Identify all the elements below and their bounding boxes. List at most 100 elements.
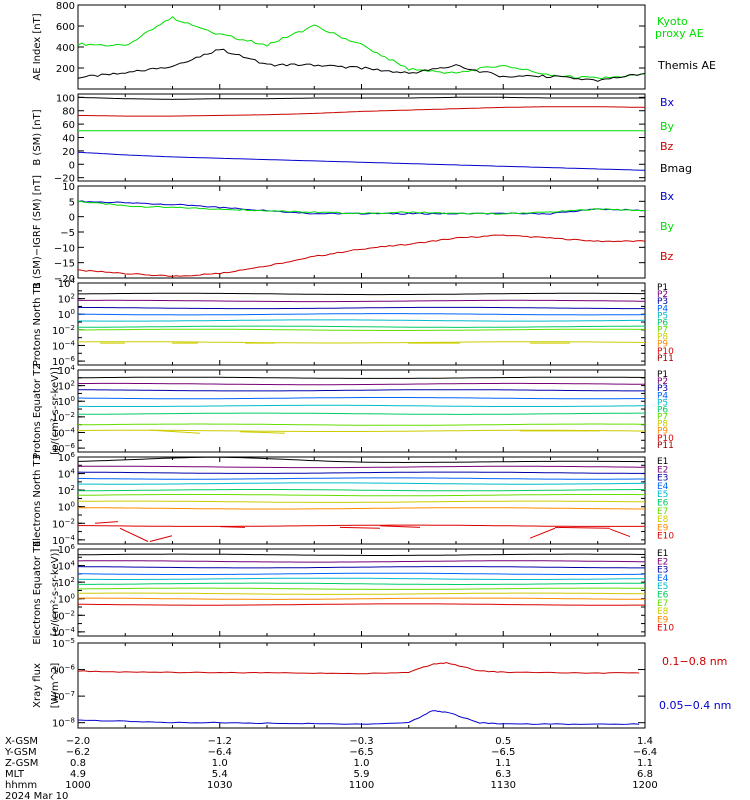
series-line-xray-1 (77, 710, 640, 726)
footer-value: −2.0 (66, 736, 90, 747)
y-tick-label: 102 (58, 380, 75, 393)
footer-value: 5.4 (212, 769, 228, 780)
series-line-by (77, 200, 646, 215)
y-tick-label: 10 (62, 182, 75, 193)
footer-value: 1.1 (495, 758, 511, 769)
series-line-e3 (77, 566, 645, 569)
legend-p4: P4 (657, 304, 668, 314)
y-axis-label-8: Xray flux (32, 663, 43, 708)
y-tick-label: 10−4 (52, 339, 76, 352)
footer-label-y-gsm: Y-GSM (4, 747, 37, 758)
legend-e4: E4 (657, 482, 669, 492)
panel-frame-8 (77, 642, 646, 729)
series-line-themis-ae (77, 48, 646, 82)
y-tick-label: 10−6 (52, 442, 76, 455)
series-line-bz (77, 234, 646, 277)
footer-value: 0.8 (70, 758, 86, 769)
series-line-xray-0 (77, 662, 640, 675)
series-segment-e10 (119, 527, 149, 542)
series-line-e4 (78, 572, 645, 575)
legend-p9: P9 (657, 340, 668, 350)
y-tick-label: 100 (58, 308, 75, 321)
footer-value: 0.5 (495, 736, 511, 747)
y-tick-label: 10−7 (52, 690, 75, 703)
footer-value: −0.3 (349, 736, 373, 747)
series-line-p1 (78, 292, 645, 296)
series-segment-e10 (94, 521, 119, 524)
series-segment-e10 (339, 526, 381, 529)
y-tick-label: 10−4 (52, 626, 76, 639)
footer-value: 1.1 (637, 758, 653, 769)
footer-value: 1030 (207, 780, 232, 791)
legend-bx: Bx (660, 96, 675, 109)
y-tick-label: 102 (58, 484, 75, 497)
series-segment-p8 (149, 429, 201, 434)
legend-e3: E3 (657, 474, 668, 484)
y-tick-label: 104 (58, 468, 76, 481)
series-line-p7 (78, 423, 645, 426)
legend-bz: Bz (660, 140, 674, 153)
series-line-e10 (77, 524, 646, 527)
y-tick-label: 10−2 (52, 517, 75, 530)
footer-label-z-gsm: Z-GSM (5, 758, 38, 769)
footer-value: 4.9 (70, 769, 86, 780)
footer-value: 1100 (349, 780, 374, 791)
footer-value: −6.2 (66, 747, 90, 758)
footer-date: 2024 Mar 10 (5, 791, 68, 800)
legend-p8: P8 (657, 333, 668, 343)
legend-by: By (660, 220, 675, 233)
series-line-e5 (77, 482, 646, 485)
y-tick-label: 800 (56, 1, 75, 12)
y-tick-label: 400 (56, 43, 75, 54)
footer-label-hhmm: hhmm (5, 780, 37, 791)
y-axis-label-1: AE Index [nT] (32, 13, 43, 80)
series-line-e7 (77, 494, 645, 497)
series-line-e9 (78, 597, 645, 600)
series-line-e3 (77, 471, 645, 474)
legend-p6: P6 (657, 318, 668, 328)
legend-p1: P1 (657, 370, 668, 380)
legend-bz: Bz (660, 250, 674, 263)
y-tick-label: 100 (58, 593, 75, 606)
series-line-e2 (77, 560, 645, 563)
legend-e1: E1 (657, 457, 668, 467)
panel-frame-5 (77, 369, 646, 453)
series-line-kyoto-proxy-ae (77, 16, 646, 80)
series-segment-e10 (554, 526, 611, 529)
series-line-p6 (78, 412, 645, 415)
legend-e3: E3 (657, 566, 668, 576)
legend-p3: P3 (657, 297, 668, 307)
series-segment-e10 (149, 535, 173, 542)
legend-e9: E9 (657, 523, 669, 533)
legend-e10: E10 (657, 624, 674, 634)
legend-p10: P10 (657, 347, 674, 357)
legend-e1: E1 (657, 549, 668, 559)
y-tick-label: −10 (54, 243, 75, 254)
series-line-p7 (78, 328, 645, 331)
series-segment-e10 (219, 526, 246, 528)
series-line-p5 (78, 404, 646, 407)
y-axis-unit-5: [p/(cm²-s-sr-keV)] (50, 367, 61, 455)
y-tick-label: −15 (54, 259, 75, 270)
footer-value: −6.4 (208, 747, 232, 758)
y-tick-label: 10−4 (52, 426, 76, 439)
legend-p6: P6 (657, 405, 668, 415)
series-line-e6 (78, 582, 645, 585)
footer-label-mlt: MLT (5, 769, 25, 780)
y-tick-label: 10−2 (52, 609, 75, 622)
y-axis-label-7: Electrons Equator T4 (32, 540, 43, 644)
series-line-e7 (77, 587, 646, 590)
legend-p7: P7 (657, 413, 668, 423)
series-line-p8 (78, 429, 645, 432)
series-line-p4 (77, 313, 646, 316)
series-line-p3 (77, 306, 645, 310)
y-tick-label: 104 (58, 364, 76, 377)
panel-frame-3 (77, 185, 646, 279)
series-line-e8 (78, 592, 646, 595)
series-line-e6 (78, 489, 645, 492)
series-line-p4 (77, 397, 646, 400)
y-tick-label: 10−8 (52, 717, 75, 730)
y-tick-label: −20 (54, 174, 75, 185)
y-tick-label: 20 (62, 147, 75, 158)
